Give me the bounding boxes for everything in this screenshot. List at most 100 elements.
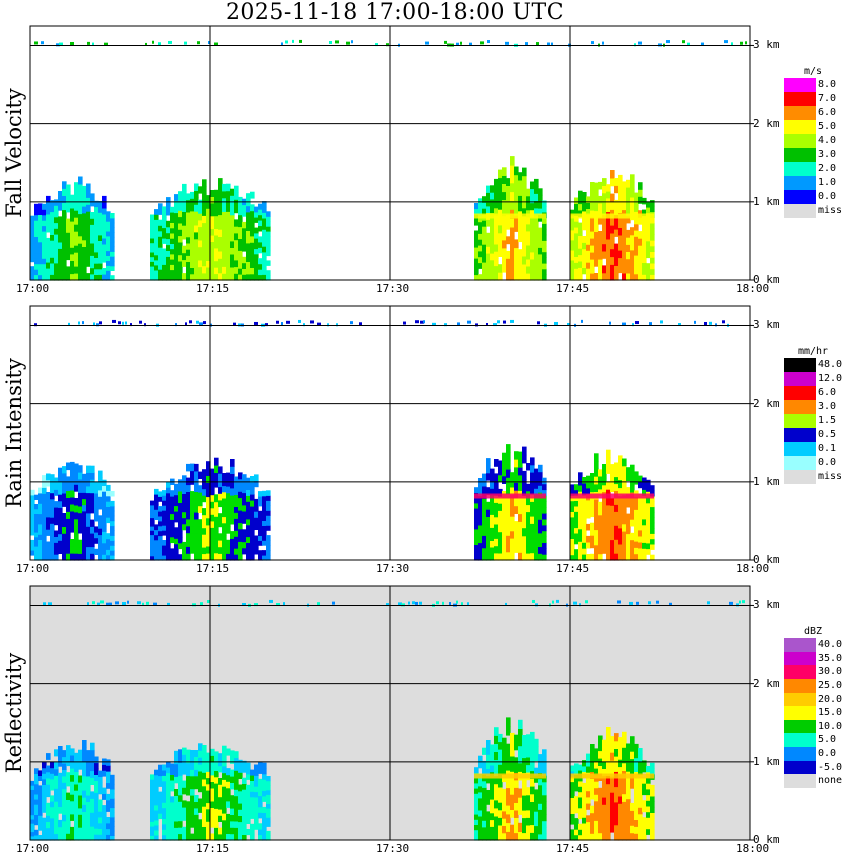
- x-tick-label: 17:00: [16, 562, 50, 575]
- echo-cell: [474, 263, 479, 270]
- echo-cell: [110, 491, 115, 497]
- echo-cell: [78, 505, 83, 514]
- echo-cell: [154, 809, 159, 816]
- echo-cell: [238, 226, 243, 233]
- echo-cell: [498, 467, 503, 476]
- echo-cell: [50, 547, 55, 555]
- echo-cell: [214, 247, 219, 255]
- echo-cell: [230, 776, 235, 783]
- echo-cell: [502, 832, 507, 841]
- echo-cell: [82, 212, 87, 221]
- echo-cell: [242, 221, 247, 229]
- echo-cell: [70, 201, 75, 209]
- echo-cell: [158, 252, 163, 259]
- echo-cell: [482, 262, 487, 269]
- echo-cell: [110, 555, 115, 561]
- echo-cell: [614, 748, 619, 757]
- clutter-speckle: [359, 322, 362, 326]
- echo-cell: [538, 760, 543, 767]
- echo-cell: [634, 750, 639, 759]
- echo-cell: [502, 239, 507, 249]
- echo-cell: [194, 224, 199, 233]
- echo-cell: [182, 813, 187, 821]
- echo-cell: [614, 824, 619, 833]
- echo-cell: [526, 504, 531, 513]
- echo-cell: [38, 252, 43, 259]
- echo-cell: [226, 820, 231, 828]
- echo-cell: [586, 268, 591, 275]
- echo-cell: [110, 826, 115, 832]
- echo-cell: [534, 507, 539, 515]
- echo-cell: [102, 787, 107, 794]
- echo-cell: [214, 833, 219, 841]
- echo-cell: [194, 190, 199, 198]
- echo-cell: [162, 807, 167, 814]
- echo-cell: [190, 477, 195, 485]
- echo-cell: [70, 468, 75, 477]
- echo-cell: [238, 796, 243, 804]
- echo-cell: [522, 215, 527, 225]
- legend-swatch: [784, 162, 816, 176]
- echo-cell: [198, 532, 203, 541]
- echo-cell: [218, 479, 223, 488]
- echo-cell: [174, 820, 179, 828]
- clutter-speckle: [122, 601, 126, 605]
- echo-cell: [522, 527, 527, 537]
- echo-cell: [578, 541, 583, 549]
- clutter-speckle: [467, 602, 469, 606]
- echo-cell: [186, 546, 191, 554]
- echo-cell: [66, 511, 71, 519]
- echo-cell: [170, 812, 175, 819]
- echo-cell: [526, 483, 531, 492]
- echo-cell: [570, 818, 575, 825]
- clutter-speckle: [622, 322, 626, 326]
- echo-cell: [166, 262, 171, 269]
- echo-cell: [254, 791, 259, 798]
- echo-cell: [170, 253, 175, 260]
- echo-cell: [66, 532, 71, 540]
- echo-cell: [214, 260, 219, 268]
- echo-cell: [90, 465, 95, 473]
- echo-cell: [518, 797, 523, 807]
- echo-cell: [54, 228, 59, 235]
- echo-cell: [482, 232, 487, 239]
- echo-cell: [174, 483, 179, 490]
- echo-cell: [514, 207, 519, 216]
- echo-cell: [542, 781, 547, 789]
- echo-cell: [618, 219, 623, 228]
- echo-cell: [178, 203, 183, 211]
- echo-cell: [210, 235, 215, 242]
- echo-cell: [54, 762, 59, 770]
- echo-cell: [638, 761, 643, 769]
- echo-cell: [526, 546, 531, 554]
- echo-cell: [62, 195, 67, 203]
- echo-cell: [206, 273, 211, 281]
- echo-cell: [502, 544, 507, 553]
- echo-cell: [206, 796, 211, 804]
- echo-cell: [166, 226, 171, 234]
- echo-cell: [486, 747, 491, 755]
- echo-cell: [78, 198, 83, 207]
- echo-cell: [198, 519, 203, 527]
- echo-cell: [262, 806, 267, 813]
- echo-cell: [570, 802, 575, 809]
- echo-cell: [86, 472, 91, 480]
- echo-cell: [594, 203, 599, 212]
- echo-cell: [106, 490, 111, 497]
- echo-cell: [46, 777, 51, 785]
- echo-cell: [590, 182, 595, 190]
- echo-cell: [538, 273, 543, 281]
- clutter-speckle: [535, 603, 538, 607]
- echo-cell: [478, 803, 483, 811]
- echo-cell: [486, 832, 491, 841]
- echo-cell: [630, 832, 635, 841]
- echo-cell: [626, 520, 631, 528]
- echo-cell: [266, 226, 271, 232]
- echo-cell: [506, 502, 511, 511]
- echo-cell: [258, 263, 263, 270]
- echo-cell: [206, 815, 211, 822]
- echo-cell: [266, 835, 271, 841]
- clutter-speckle: [158, 42, 161, 46]
- echo-cell: [30, 252, 35, 258]
- echo-cell: [82, 510, 87, 518]
